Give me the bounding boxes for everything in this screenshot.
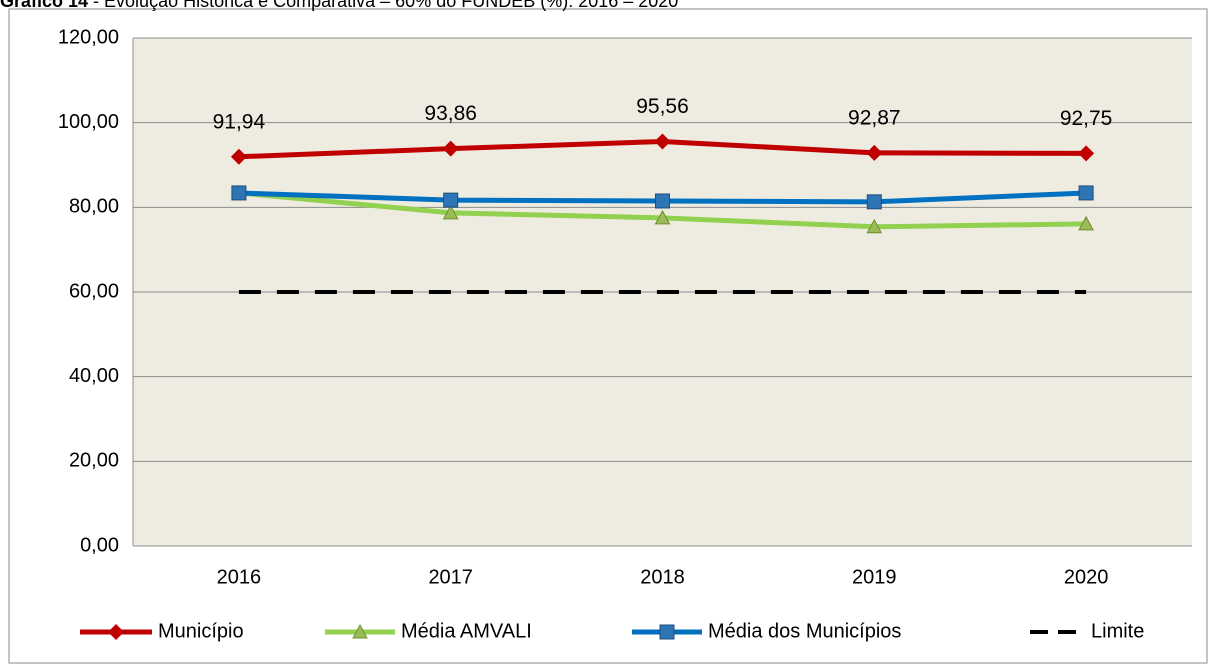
data-label: 91,94	[213, 110, 266, 133]
data-label: 92,87	[848, 106, 901, 129]
chart-title: Gráfico 14 - Evolução Histórica e Compar…	[0, 0, 678, 11]
data-label: 92,75	[1060, 107, 1113, 130]
title-prefix: Gráfico 14	[0, 0, 88, 11]
title-text: - Evolução Histórica e Comparativa – 60%…	[88, 0, 678, 11]
marker	[1078, 185, 1094, 201]
marker	[108, 624, 124, 640]
marker	[443, 192, 459, 208]
y-tick-label: 40,00	[69, 365, 119, 387]
x-tick-label: 2020	[1064, 566, 1109, 588]
y-tick-label: 120,00	[58, 26, 119, 48]
marker	[654, 209, 671, 225]
marker	[1078, 145, 1095, 162]
y-tick-label: 20,00	[69, 450, 119, 472]
y-tick-label: 0,00	[80, 534, 119, 556]
marker	[866, 218, 883, 234]
data-label: 95,56	[636, 95, 689, 118]
legend-label: Média AMVALI	[401, 620, 532, 642]
marker	[654, 133, 671, 150]
x-tick-label: 2018	[640, 566, 685, 588]
marker	[866, 194, 882, 210]
x-tick-label: 2019	[852, 566, 897, 588]
legend-label: Município	[158, 620, 244, 642]
marker	[230, 148, 247, 165]
data-label: 93,86	[424, 102, 477, 125]
y-tick-label: 100,00	[58, 111, 119, 133]
marker	[866, 144, 883, 161]
marker	[442, 140, 459, 157]
marker	[352, 623, 368, 639]
marker	[659, 624, 675, 640]
legend-label: Limite	[1091, 620, 1144, 642]
marker	[1078, 215, 1094, 231]
marker	[655, 193, 670, 209]
x-tick-label: 2017	[428, 566, 473, 588]
marker	[231, 185, 247, 201]
x-tick-label: 2016	[217, 566, 262, 588]
marker	[442, 204, 459, 220]
legend-label: Média dos Municípios	[708, 620, 901, 642]
y-tick-label: 80,00	[69, 196, 119, 218]
y-tick-label: 60,00	[69, 280, 119, 302]
